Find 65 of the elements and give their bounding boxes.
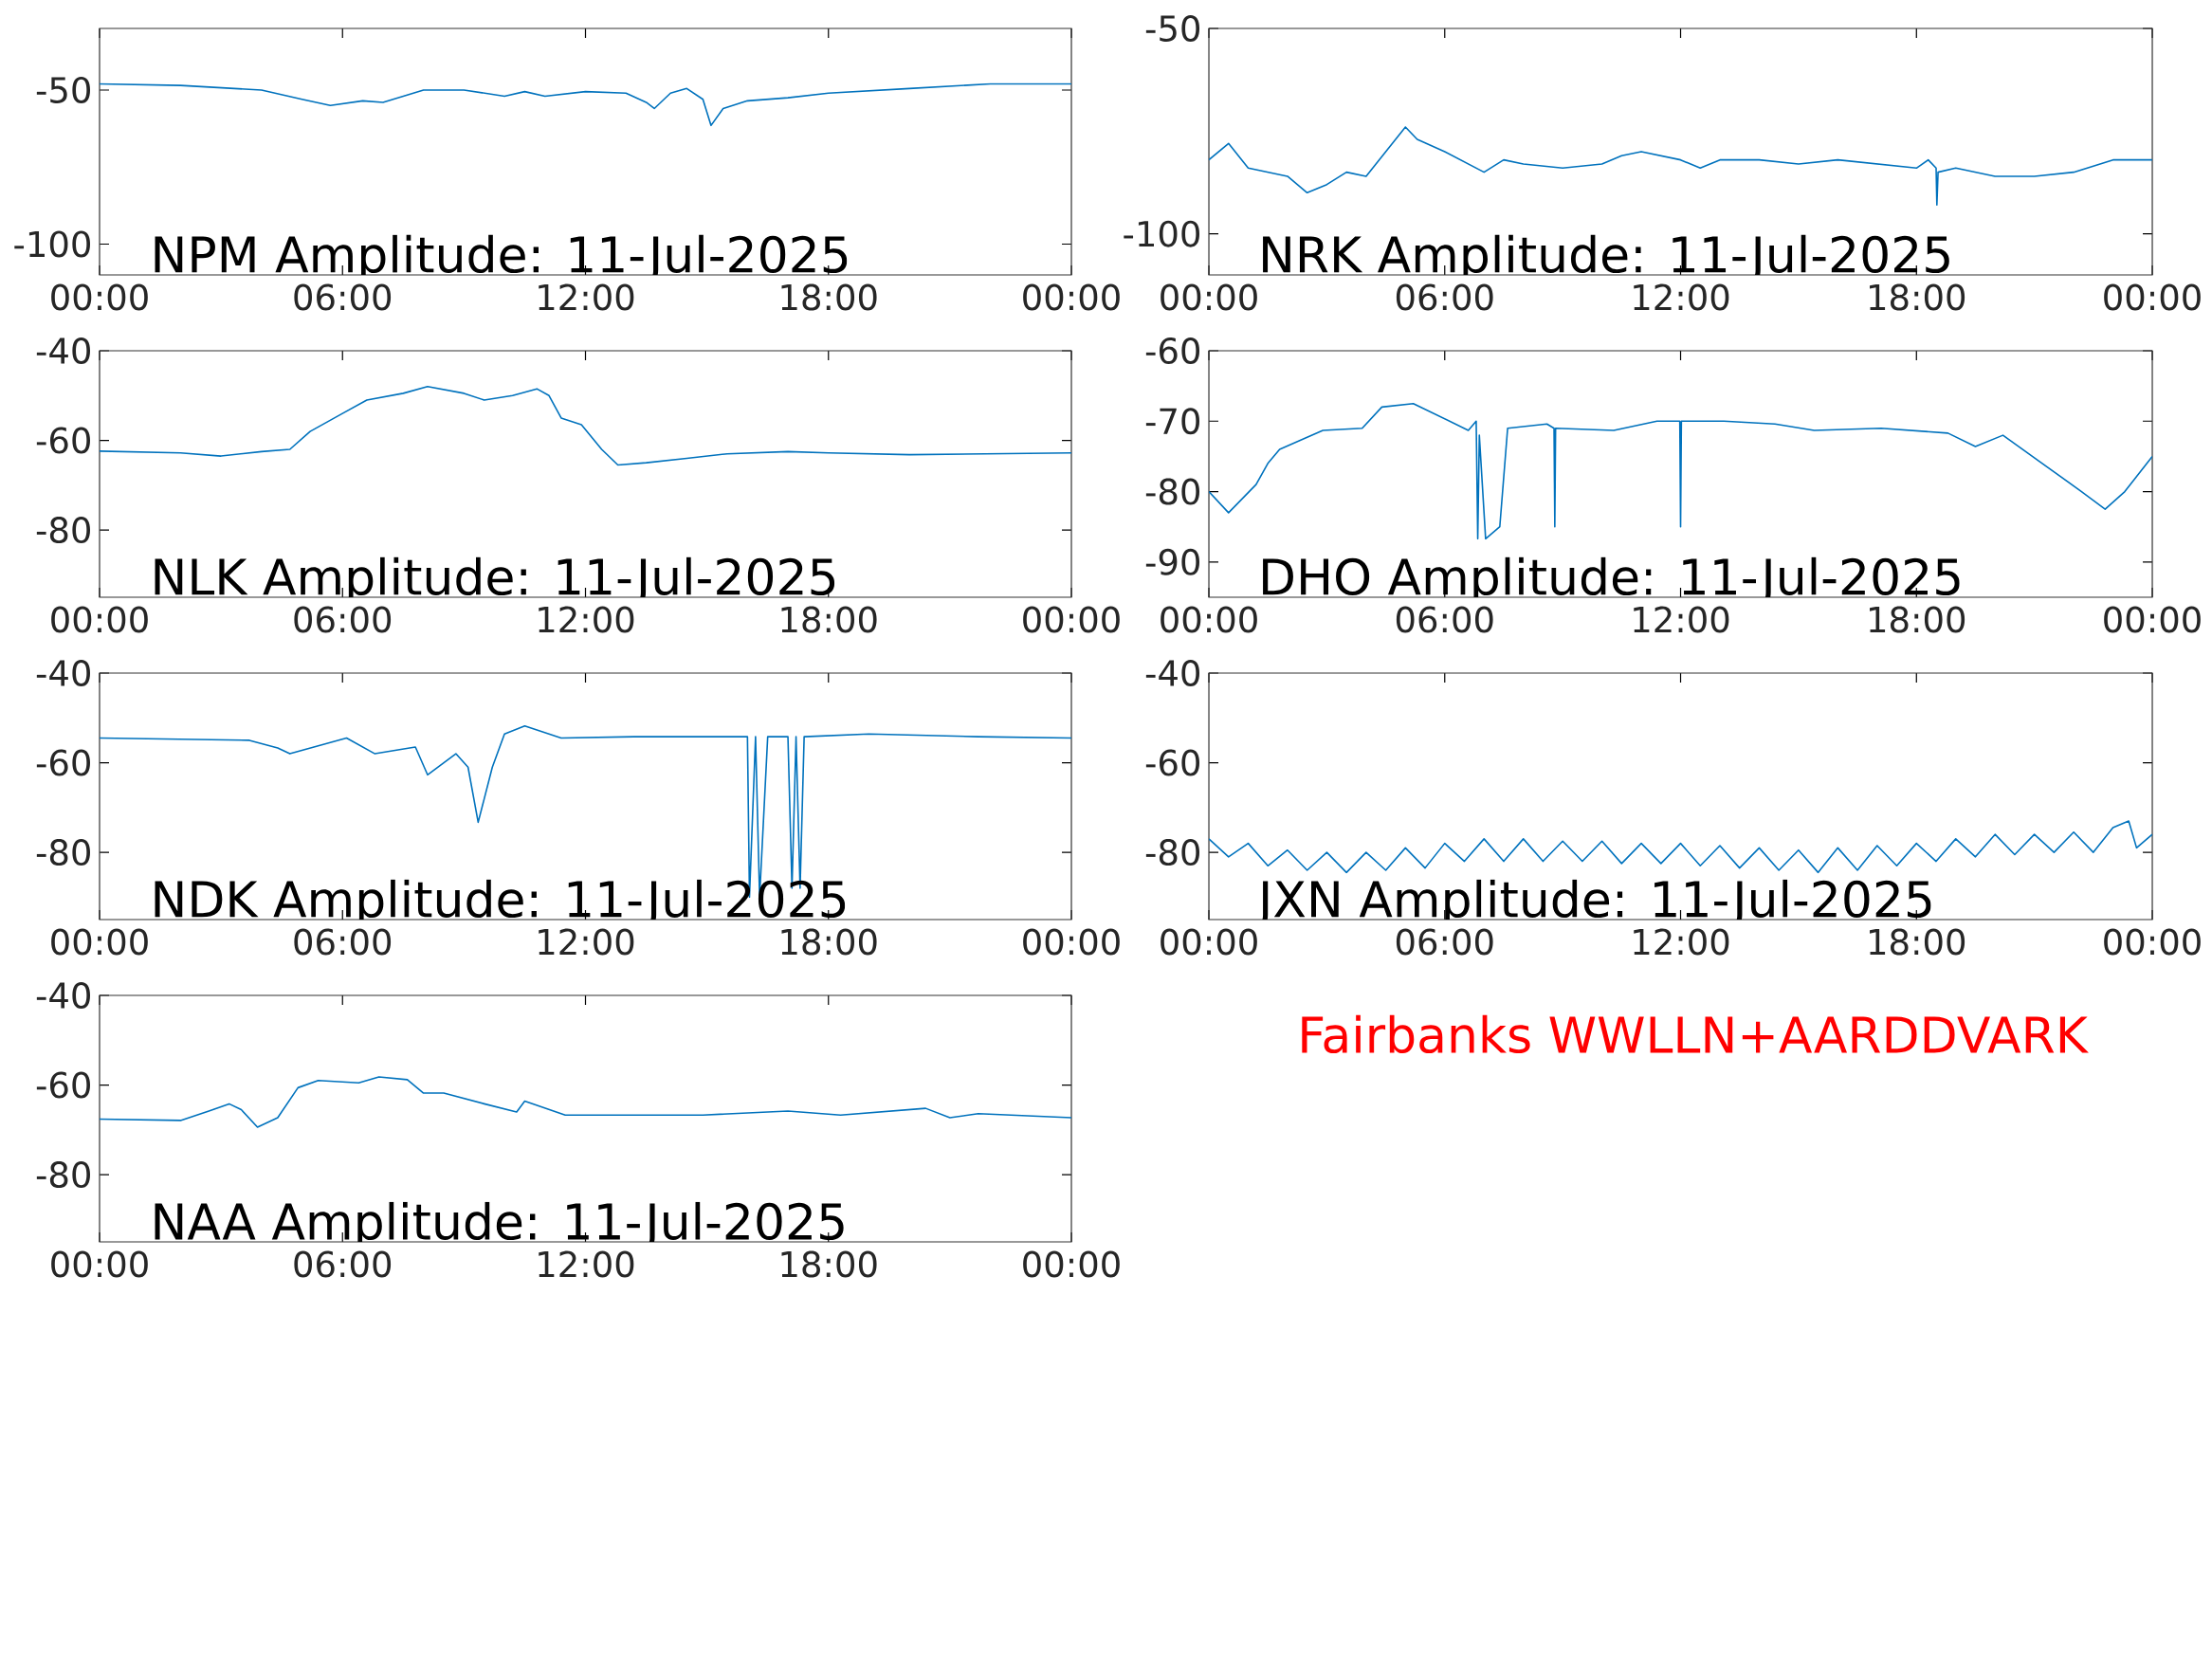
x-tick-label: 00:00 <box>2104 928 2201 956</box>
line-series <box>100 1076 1071 1128</box>
text: NAA Amplitude: 11-Jul-2025 <box>155 1201 844 1250</box>
x-tick-label: 18:00 <box>781 283 877 311</box>
line-series <box>100 82 1071 127</box>
x-tick-label: 12:00 <box>1634 928 1729 956</box>
y-tick-label: -40 <box>36 660 90 686</box>
x-tick-label: 18:00 <box>1870 928 1965 956</box>
text: Fairbanks WWLLN+AARDDVARK <box>1302 1014 2089 1054</box>
y-tick-label: -70 <box>1145 408 1200 435</box>
y-tick-label: -80 <box>1145 839 1200 866</box>
x-tick-label: 00:00 <box>1161 928 1257 956</box>
x-tick-label: 00:00 <box>51 928 148 956</box>
x-tick-label: 00:00 <box>51 1250 148 1278</box>
x-tick-label: 06:00 <box>294 928 392 956</box>
text: DHO Amplitude: 11-Jul-2025 <box>1263 556 1960 606</box>
x-tick-label: 12:00 <box>1634 606 1729 633</box>
y-tick-label: -40 <box>36 982 90 1009</box>
text: NPM Amplitude: 11-Jul-2025 <box>155 234 848 283</box>
y-tick-label: -80 <box>36 517 90 544</box>
y-tick-label: -60 <box>36 749 90 776</box>
x-tick-label: 12:00 <box>1634 283 1729 311</box>
x-tick-label: 06:00 <box>294 1250 392 1278</box>
x-tick-label: 00:00 <box>1161 606 1257 633</box>
x-tick-label: 00:00 <box>1023 283 1120 311</box>
x-tick-label: 12:00 <box>539 1250 634 1278</box>
y-tick-label: -60 <box>36 1071 90 1099</box>
text: NRK Amplitude: 11-Jul-2025 <box>1263 234 1949 283</box>
y-tick-label: -40 <box>1145 660 1200 686</box>
y-tick-label: -50 <box>36 76 90 103</box>
x-tick-label: 18:00 <box>781 606 877 633</box>
x-tick-label: 06:00 <box>1396 283 1493 311</box>
line-series <box>1209 820 2153 874</box>
y-tick-label: -60 <box>1145 749 1200 776</box>
y-tick-label: -80 <box>36 1161 90 1189</box>
x-tick-label: 18:00 <box>781 928 877 956</box>
x-tick-label: 00:00 <box>1023 606 1120 633</box>
x-tick-label: 06:00 <box>294 606 392 633</box>
x-tick-label: 00:00 <box>1161 283 1257 311</box>
x-tick-label: 18:00 <box>781 1250 877 1278</box>
text: NLK Amplitude: 11-Jul-2025 <box>155 556 835 606</box>
y-tick-label: -60 <box>1145 337 1200 364</box>
y-tick-label: -40 <box>36 337 90 364</box>
x-tick-label: 00:00 <box>51 283 148 311</box>
x-tick-label: 12:00 <box>539 928 634 956</box>
y-tick-label: -100 <box>1124 220 1200 247</box>
x-tick-label: 18:00 <box>1870 606 1965 633</box>
x-tick-label: 00:00 <box>2104 606 2201 633</box>
y-tick-label: -80 <box>1145 478 1200 505</box>
x-tick-label: 00:00 <box>1023 928 1120 956</box>
x-tick-label: 06:00 <box>1396 606 1493 633</box>
y-tick-label: -60 <box>36 427 90 454</box>
x-tick-label: 00:00 <box>51 606 148 633</box>
y-tick-label: -50 <box>1145 14 1200 42</box>
x-tick-label: 12:00 <box>539 606 634 633</box>
text: NDK Amplitude: 11-Jul-2025 <box>155 879 846 928</box>
x-tick-label: 06:00 <box>294 283 392 311</box>
y-tick-label: -80 <box>36 839 90 866</box>
x-tick-label: 06:00 <box>1396 928 1493 956</box>
y-tick-label: -90 <box>1145 548 1200 575</box>
x-tick-label: 12:00 <box>539 283 634 311</box>
x-tick-label: 18:00 <box>1870 283 1965 311</box>
y-tick-label: -100 <box>14 230 90 258</box>
x-tick-label: 00:00 <box>2104 283 2201 311</box>
x-tick-label: 00:00 <box>1023 1250 1120 1278</box>
